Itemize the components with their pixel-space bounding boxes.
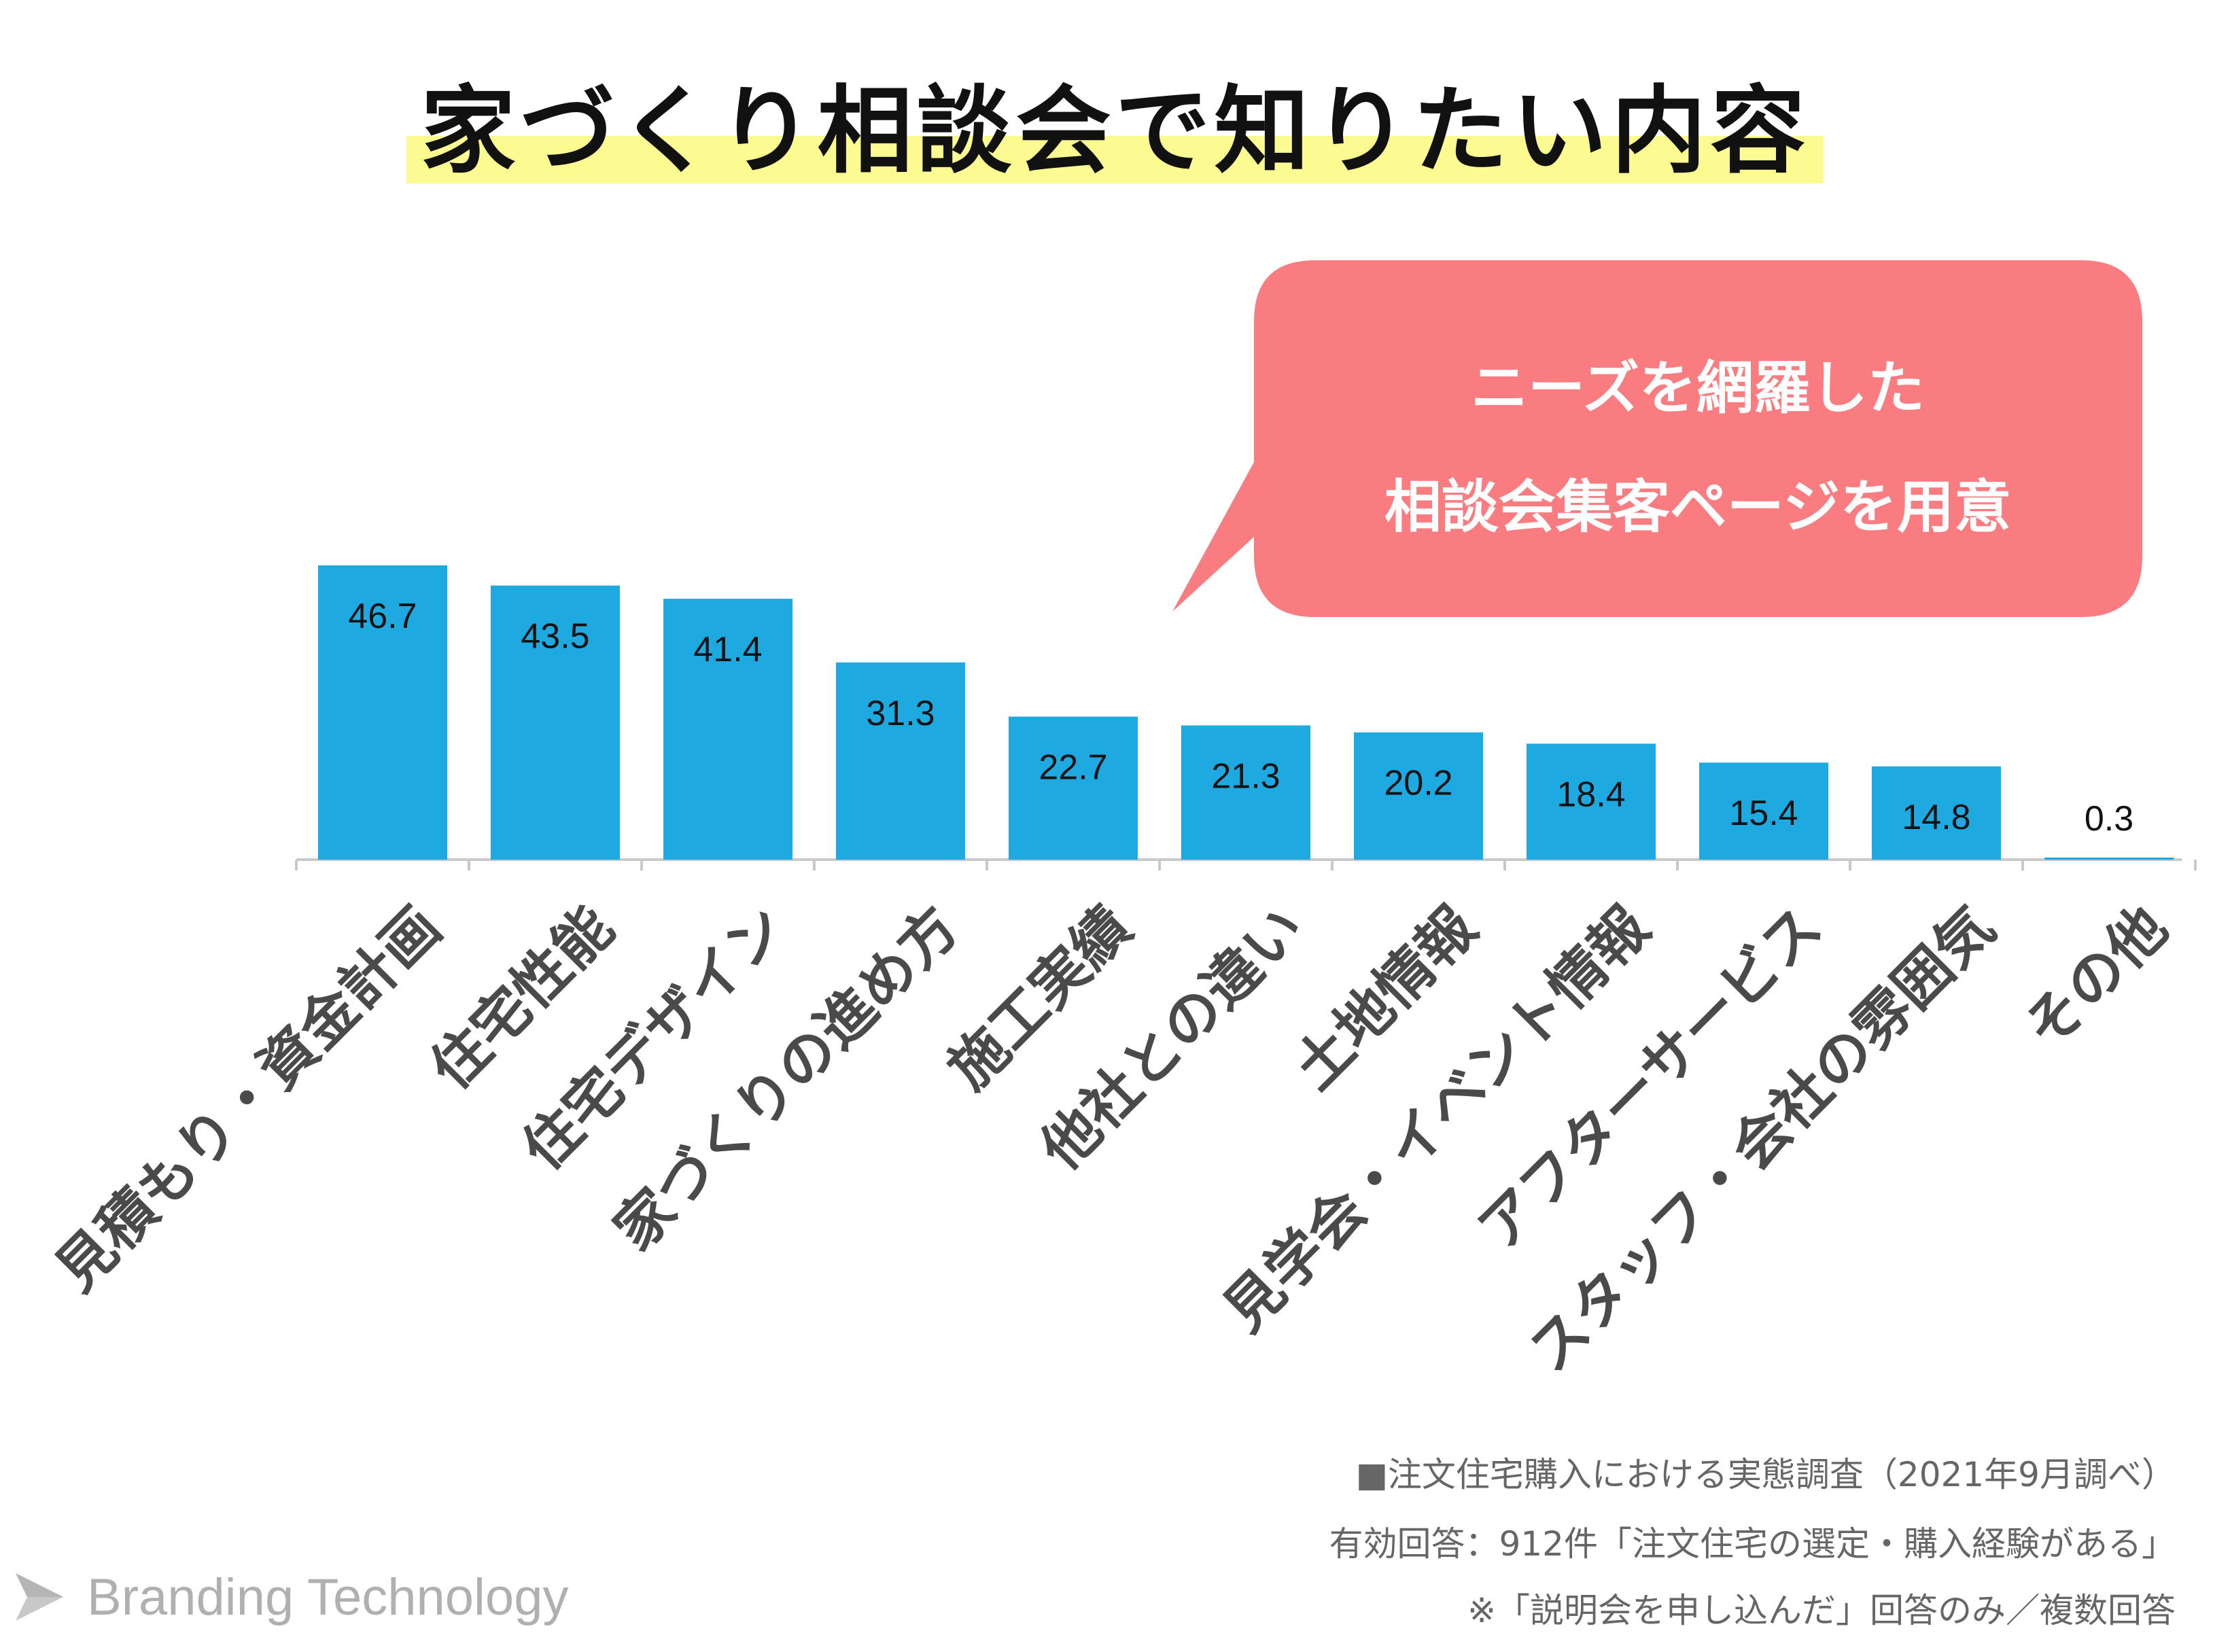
bar <box>318 565 447 860</box>
bar-value-label: 46.7 <box>348 597 417 636</box>
bar-value-labels: 46.7 43.5 41.4 31.3 22.7 21.3 20.2 18.4 15.4 14.8… <box>348 597 2133 839</box>
bar <box>663 599 792 860</box>
bar <box>1699 762 1828 860</box>
bar <box>2044 858 2174 860</box>
bar <box>1872 766 2001 860</box>
bar-value-label: 18.4 <box>1556 775 1625 814</box>
chart-title-text: 家づくり相談会で知りたい内容 <box>420 76 1810 187</box>
bar-value-label: 15.4 <box>1729 794 1798 833</box>
bar-value-label: 43.5 <box>521 617 589 656</box>
callout-bubble: ニーズを網羅した 相談会集客ページを用意 <box>1172 260 2142 617</box>
bar-value-label: 22.7 <box>1039 748 1107 788</box>
paper-plane-icon <box>16 1573 63 1621</box>
bar-value-label: 31.3 <box>866 694 935 733</box>
bar-value-label: 0.3 <box>2085 799 2133 839</box>
bar <box>491 585 620 860</box>
bar <box>1527 743 1656 860</box>
bar <box>1009 716 1138 860</box>
callout-shape <box>1172 260 2142 617</box>
x-axis-ticks <box>295 860 2197 871</box>
scope-note: ※「説明会を申し込んだ」回答のみ／複数回答 <box>1467 1591 2176 1630</box>
source-note: ■注文住宅購入における実態調査（2021年9月調べ） <box>1355 1455 2176 1494</box>
chart-title: 家づくり相談会で知りたい内容 <box>406 75 1824 189</box>
category-label: その他 <box>2012 894 2180 1061</box>
bar-value-label: 41.4 <box>693 630 762 669</box>
bar-value-label: 14.8 <box>1902 798 1970 837</box>
callout-line1: ニーズを網羅した <box>1471 355 1925 421</box>
bar <box>836 662 965 860</box>
bar <box>1181 725 1310 860</box>
category-label: 見積もり・資金計画 <box>43 894 453 1304</box>
category-labels: 見積もり・資金計画住宅性能住宅デザイン家づくりの進め方施工実績他社との違い土地情… <box>43 894 2180 1385</box>
brand-name: Branding Technology <box>87 1568 569 1626</box>
bar <box>1354 732 1483 860</box>
response-note: 有効回答：912件「注文住宅の選定・購入経験がある」 <box>1329 1524 2176 1564</box>
bars <box>318 565 2174 860</box>
bar-value-label: 21.3 <box>1211 757 1280 796</box>
bar-value-label: 20.2 <box>1384 764 1452 803</box>
brand-logo: Branding Technology <box>12 1566 568 1628</box>
callout-line2: 相談会集客ページを用意 <box>1384 474 2011 540</box>
